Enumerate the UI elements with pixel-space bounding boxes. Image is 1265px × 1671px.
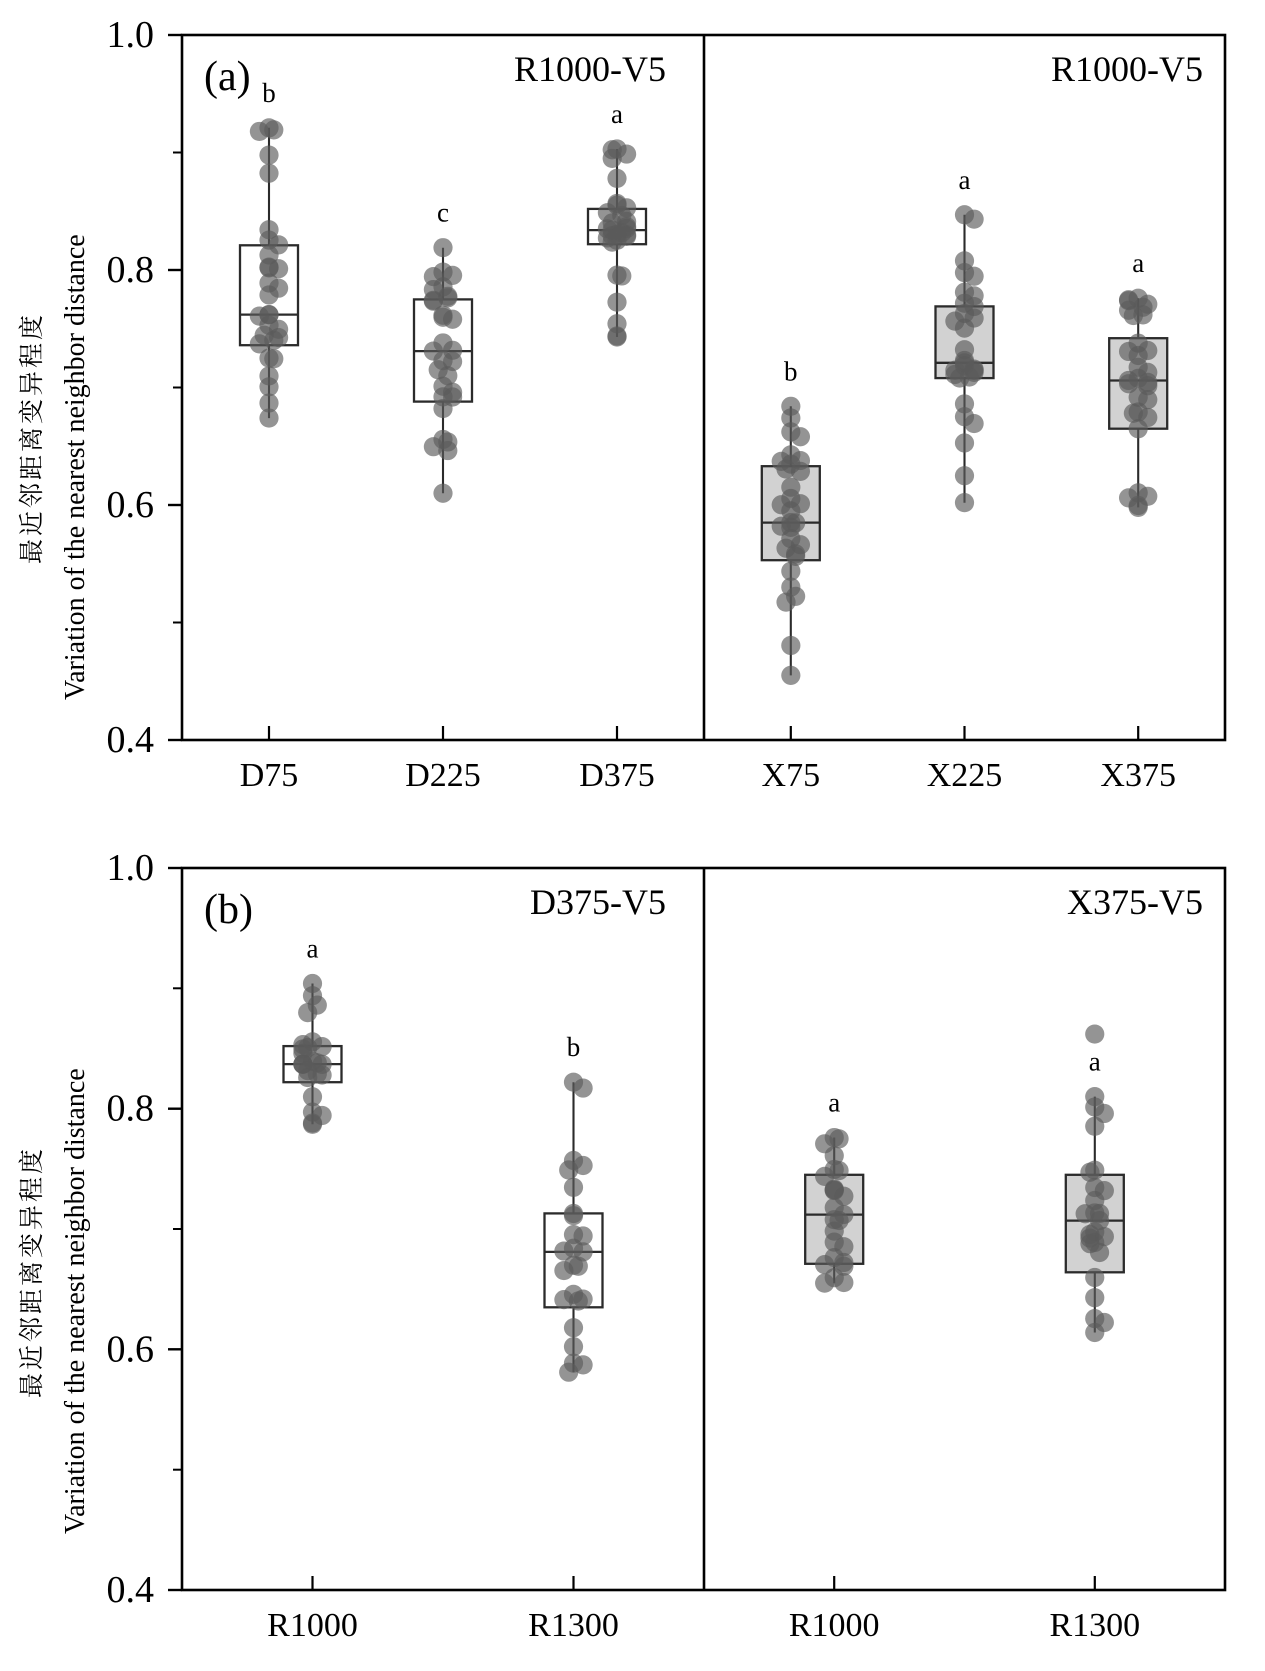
- svg-text:R1000-V5: R1000-V5: [1051, 49, 1203, 89]
- svg-text:0.4: 0.4: [107, 1569, 155, 1611]
- svg-text:R1000-V5: R1000-V5: [514, 49, 666, 89]
- svg-text:a: a: [307, 934, 319, 964]
- svg-text:R1300: R1300: [528, 1607, 619, 1644]
- svg-text:D375: D375: [579, 757, 655, 794]
- svg-text:X375-V5: X375-V5: [1067, 882, 1203, 922]
- svg-text:0.4: 0.4: [107, 719, 155, 761]
- svg-text:0.8: 0.8: [107, 249, 155, 291]
- svg-text:D225: D225: [405, 757, 481, 794]
- svg-text:a: a: [611, 99, 623, 129]
- svg-text:X75: X75: [762, 757, 821, 794]
- svg-text:1.0: 1.0: [107, 14, 155, 56]
- svg-text:b: b: [784, 356, 798, 386]
- svg-text:a: a: [1089, 1047, 1101, 1077]
- svg-text:R1300: R1300: [1049, 1607, 1140, 1644]
- svg-text:0.6: 0.6: [107, 484, 155, 526]
- svg-text:R1000: R1000: [267, 1607, 358, 1644]
- svg-text:c: c: [437, 198, 449, 228]
- svg-text:(b): (b): [204, 887, 253, 933]
- svg-text:X225: X225: [927, 757, 1003, 794]
- svg-text:R1000: R1000: [789, 1607, 880, 1644]
- svg-text:a: a: [1132, 248, 1144, 278]
- svg-text:a: a: [959, 165, 971, 195]
- svg-text:(a): (a): [204, 54, 251, 100]
- svg-text:X375: X375: [1100, 757, 1176, 794]
- svg-text:1.0: 1.0: [107, 847, 155, 889]
- svg-text:a: a: [828, 1088, 840, 1118]
- svg-text:D75: D75: [240, 757, 299, 794]
- svg-text:D375-V5: D375-V5: [530, 882, 666, 922]
- svg-text:0.8: 0.8: [107, 1088, 155, 1130]
- svg-text:b: b: [262, 78, 276, 108]
- svg-text:0.6: 0.6: [107, 1328, 155, 1370]
- svg-text:b: b: [567, 1032, 581, 1062]
